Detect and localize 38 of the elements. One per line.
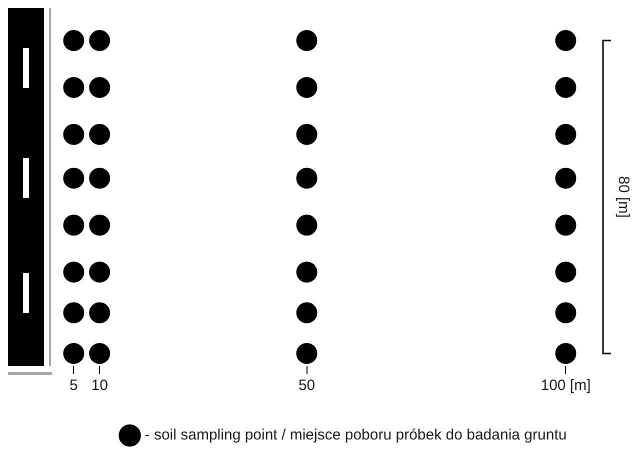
- point: [296, 302, 318, 324]
- point: [89, 262, 110, 283]
- point: [296, 30, 318, 52]
- x-tick-label: 50: [298, 377, 316, 394]
- point: [296, 262, 318, 283]
- point: [89, 30, 110, 52]
- point: [63, 302, 84, 324]
- point: [89, 168, 110, 189]
- point: [555, 30, 576, 52]
- point: [63, 262, 84, 283]
- point: [63, 342, 84, 364]
- point: [89, 342, 110, 364]
- x-tick-label: 100 [m]: [540, 377, 591, 394]
- point: [89, 214, 110, 236]
- point: [296, 76, 318, 98]
- point: [89, 124, 110, 145]
- legend-label: - soil sampling point / miejsce poboru próbek do badania gruntu: [144, 426, 567, 444]
- point: [555, 168, 576, 189]
- x-tick-label: 10: [91, 377, 108, 394]
- point: [555, 302, 576, 324]
- point: [555, 214, 576, 236]
- point: [63, 214, 84, 236]
- point: [296, 168, 318, 189]
- point: [63, 124, 84, 145]
- x-tick-label: 5: [70, 377, 78, 394]
- point: [63, 168, 84, 189]
- point: [63, 76, 84, 98]
- point: [555, 76, 576, 98]
- point: [296, 342, 318, 364]
- point: [89, 76, 110, 98]
- point: [555, 342, 576, 364]
- y-axis-title: 80 [m]: [614, 176, 632, 218]
- point: [296, 214, 318, 236]
- point: [296, 124, 318, 145]
- point: [89, 302, 110, 324]
- point: [555, 262, 576, 283]
- point: [555, 124, 576, 145]
- point: [63, 30, 84, 52]
